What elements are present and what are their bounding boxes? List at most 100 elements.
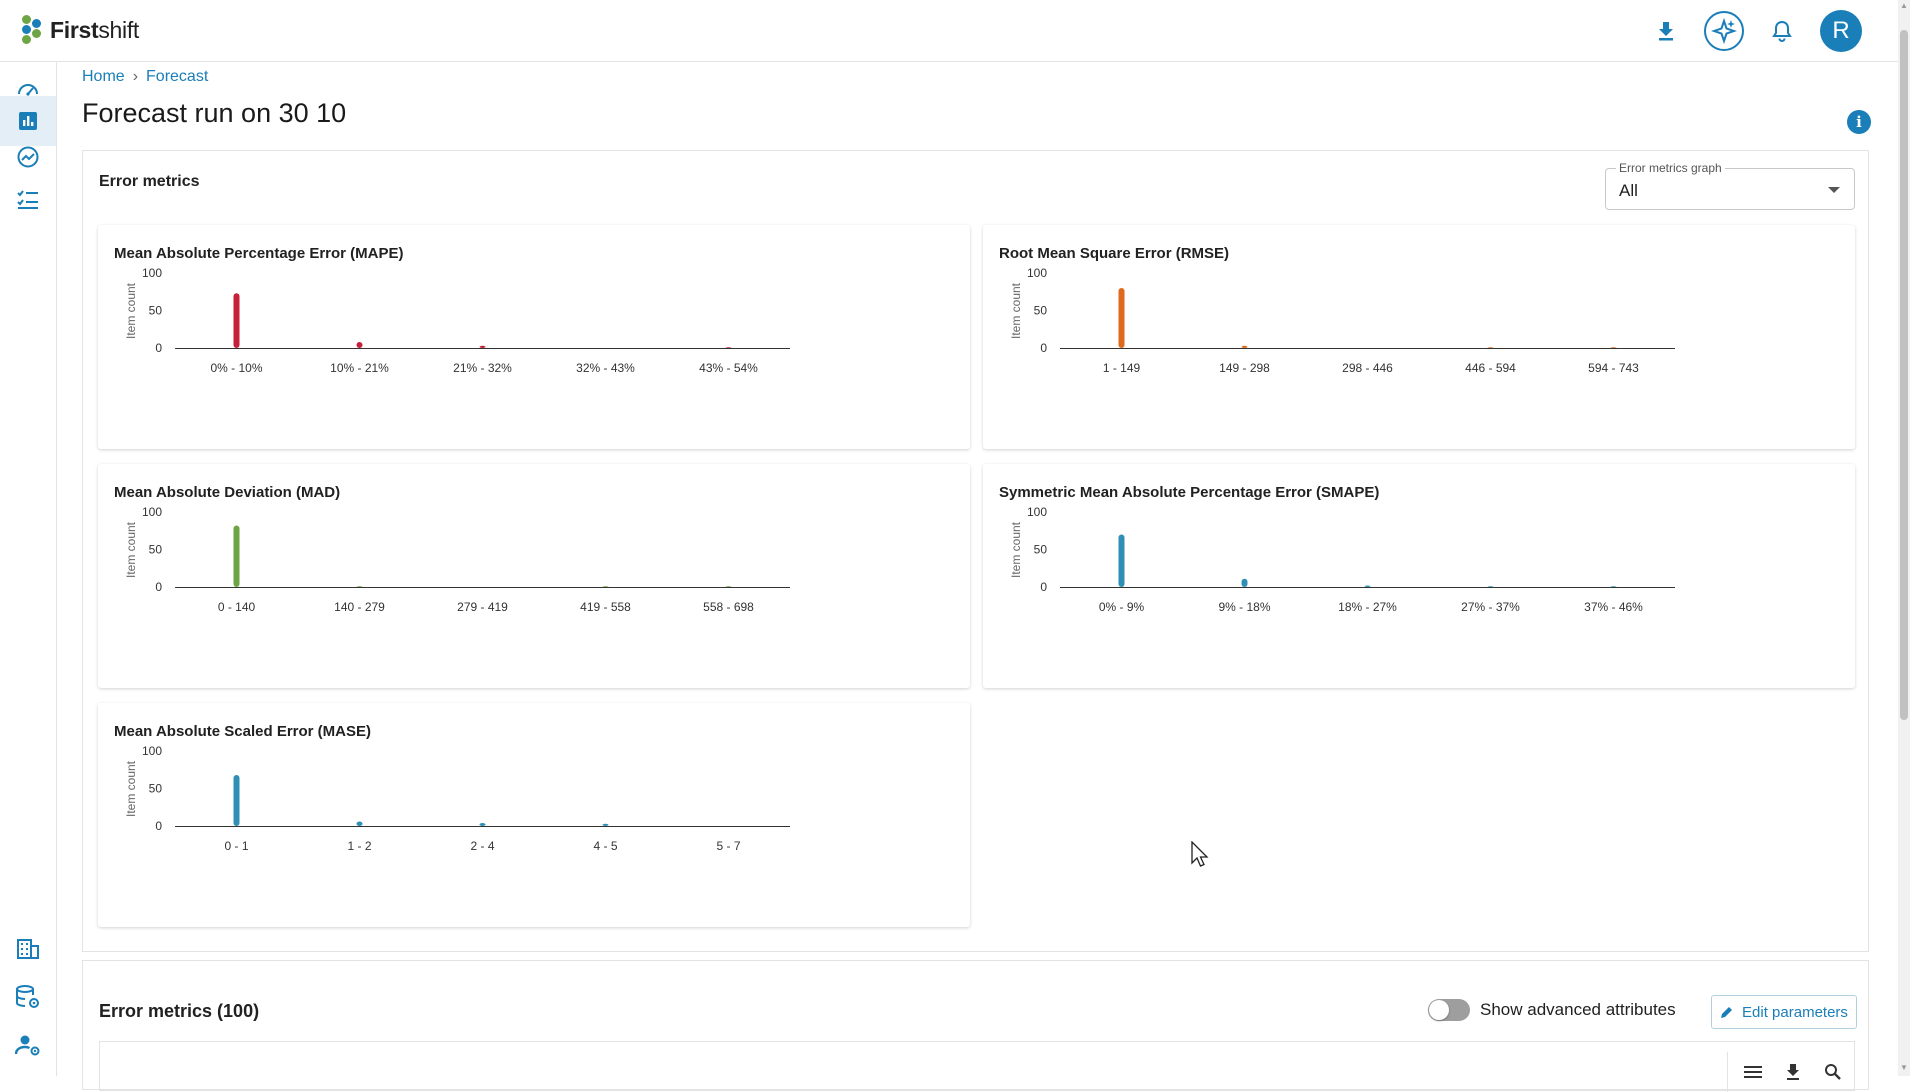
y-axis-label: Item count bbox=[1009, 521, 1023, 578]
pencil-icon bbox=[1721, 1007, 1733, 1018]
sidebar-item-forecast[interactable] bbox=[0, 96, 56, 146]
y-tick-label: 100 bbox=[142, 744, 162, 758]
chart-bar bbox=[356, 342, 363, 348]
x-tick-label: 446 - 594 bbox=[1465, 361, 1516, 375]
x-tick-label: 5 - 7 bbox=[716, 839, 740, 853]
chart-bar bbox=[479, 823, 486, 826]
x-tick-label: 43% - 54% bbox=[699, 361, 758, 375]
chart-bar bbox=[602, 586, 609, 587]
x-tick-label: 18% - 27% bbox=[1338, 600, 1397, 614]
database-gear-icon bbox=[16, 985, 39, 1008]
chart-title: Symmetric Mean Absolute Percentage Error… bbox=[999, 484, 1380, 501]
y-tick-label: 50 bbox=[1034, 304, 1048, 318]
download-icon[interactable] bbox=[1648, 11, 1684, 51]
sidebar-item-trends[interactable] bbox=[0, 134, 56, 180]
x-tick-label: 21% - 32% bbox=[453, 361, 512, 375]
columns-menu-icon[interactable] bbox=[1742, 1061, 1764, 1083]
chart-title: Mean Absolute Percentage Error (MAPE) bbox=[114, 245, 404, 262]
x-tick-label: 0 - 1 bbox=[224, 839, 248, 853]
chart-bar bbox=[602, 823, 609, 826]
chart-bar bbox=[1487, 586, 1494, 587]
scroll-thumb[interactable] bbox=[1900, 30, 1908, 720]
chart-bar bbox=[1364, 585, 1371, 587]
chart-bar bbox=[1241, 345, 1248, 348]
x-tick-label: 1 - 149 bbox=[1103, 361, 1141, 375]
breadcrumb-home-link[interactable]: Home bbox=[82, 68, 125, 85]
chart-bar bbox=[1610, 347, 1617, 348]
user-gear-icon bbox=[15, 1035, 40, 1056]
top-bar: Firstshift R bbox=[0, 0, 1898, 62]
chart-bar bbox=[233, 525, 240, 587]
sidebar-item-organization[interactable] bbox=[0, 926, 56, 972]
x-tick-label: 9% - 18% bbox=[1218, 600, 1270, 614]
x-tick-label: 0% - 9% bbox=[1099, 600, 1145, 614]
sidebar-item-dashboard[interactable] bbox=[0, 66, 56, 112]
mad-chart-card: Mean Absolute Deviation (MAD) Item count… bbox=[98, 464, 970, 688]
y-tick-label: 100 bbox=[1027, 505, 1047, 519]
user-avatar[interactable]: R bbox=[1820, 10, 1862, 52]
error-metrics-table-card: Error metrics (100) Show advanced attrib… bbox=[82, 960, 1869, 1092]
x-tick-label: 37% - 46% bbox=[1584, 600, 1643, 614]
y-tick-label: 50 bbox=[149, 304, 163, 318]
x-tick-label: 149 - 298 bbox=[1219, 361, 1270, 375]
x-tick-label: 10% - 21% bbox=[330, 361, 389, 375]
scroll-down-icon[interactable]: ▼ bbox=[1900, 1063, 1908, 1072]
page-scrollbar[interactable]: ▲ ▼ bbox=[1898, 0, 1910, 1076]
select-label: Error metrics graph bbox=[1616, 161, 1725, 175]
x-tick-label: 27% - 37% bbox=[1461, 600, 1520, 614]
smape-chart-card: Symmetric Mean Absolute Percentage Error… bbox=[983, 464, 1855, 688]
x-tick-label: 279 - 419 bbox=[457, 600, 508, 614]
y-tick-label: 0 bbox=[155, 819, 162, 833]
mape-chart-card: Mean Absolute Percentage Error (MAPE) It… bbox=[98, 225, 970, 449]
x-tick-label: 4 - 5 bbox=[593, 839, 617, 853]
mape-chart: Item count 100 50 0 0% - 10% 10% - 21% 21% - 3… bbox=[124, 266, 790, 375]
sidebar-item-data-settings[interactable] bbox=[0, 974, 56, 1020]
x-tick-label: 594 - 743 bbox=[1588, 361, 1639, 375]
mouse-cursor-icon bbox=[1191, 841, 1209, 867]
toggle-label: Show advanced attributes bbox=[1480, 1000, 1676, 1019]
chart-bar bbox=[1610, 586, 1617, 587]
y-axis-label: Item count bbox=[124, 282, 138, 339]
rmse-chart-card: Root Mean Square Error (RMSE) Item count… bbox=[983, 225, 1855, 449]
x-tick-label: 140 - 279 bbox=[334, 600, 385, 614]
scroll-up-icon[interactable]: ▲ bbox=[1900, 1, 1908, 10]
select-value: All bbox=[1619, 181, 1638, 200]
edit-parameters-button[interactable]: Edit parameters bbox=[1711, 995, 1857, 1029]
y-tick-label: 0 bbox=[155, 341, 162, 355]
main-content: Home › Forecast Forecast run on 30 10 i … bbox=[57, 62, 1898, 1092]
download-icon[interactable] bbox=[1782, 1061, 1804, 1083]
y-axis-label: Item count bbox=[124, 760, 138, 817]
y-tick-label: 100 bbox=[142, 505, 162, 519]
x-tick-label: 2 - 4 bbox=[470, 839, 494, 853]
chart-bar bbox=[233, 293, 240, 348]
search-icon[interactable] bbox=[1822, 1061, 1844, 1083]
sidebar-item-user-settings[interactable] bbox=[0, 1022, 56, 1068]
y-tick-label: 100 bbox=[142, 266, 162, 280]
chart-bar bbox=[1118, 288, 1125, 348]
x-tick-label: 298 - 446 bbox=[1342, 361, 1393, 375]
y-tick-label: 50 bbox=[149, 782, 163, 796]
mase-chart-card: Mean Absolute Scaled Error (MASE) Item c… bbox=[98, 703, 970, 927]
y-axis-label: Item count bbox=[1009, 282, 1023, 339]
advanced-attributes-toggle-group: Show advanced attributes bbox=[1428, 999, 1676, 1021]
x-tick-label: 32% - 43% bbox=[576, 361, 635, 375]
edit-parameters-label: Edit parameters bbox=[1742, 1003, 1848, 1021]
chart-bar bbox=[233, 775, 240, 826]
info-icon[interactable]: i bbox=[1847, 110, 1871, 134]
sidebar-item-tasks[interactable] bbox=[0, 176, 56, 222]
breadcrumb-forecast-link[interactable]: Forecast bbox=[146, 68, 209, 85]
grid-toolbar bbox=[99, 1041, 1855, 1092]
notification-bell-icon[interactable] bbox=[1764, 11, 1800, 51]
ai-assistant-icon[interactable] bbox=[1704, 11, 1744, 51]
x-tick-label: 0 - 140 bbox=[218, 600, 256, 614]
x-tick-label: 1 - 2 bbox=[347, 839, 371, 853]
advanced-attributes-toggle[interactable] bbox=[1428, 999, 1470, 1021]
checklist-icon bbox=[17, 190, 38, 209]
x-tick-label: 558 - 698 bbox=[703, 600, 754, 614]
page-title: Forecast run on 30 10 bbox=[82, 98, 347, 128]
rmse-chart: Item count 100 50 0 1 - 149 149 - 298 298 - 44… bbox=[1009, 266, 1675, 375]
chart-bar bbox=[356, 586, 363, 587]
smape-chart: Item count 100 50 0 0% - 9% 9% - 18% 18% - 27%… bbox=[1009, 505, 1675, 614]
error-metrics-graph-select[interactable]: Error metrics graph All bbox=[1605, 161, 1855, 210]
firstshift-logo[interactable]: Firstshift bbox=[20, 15, 139, 45]
